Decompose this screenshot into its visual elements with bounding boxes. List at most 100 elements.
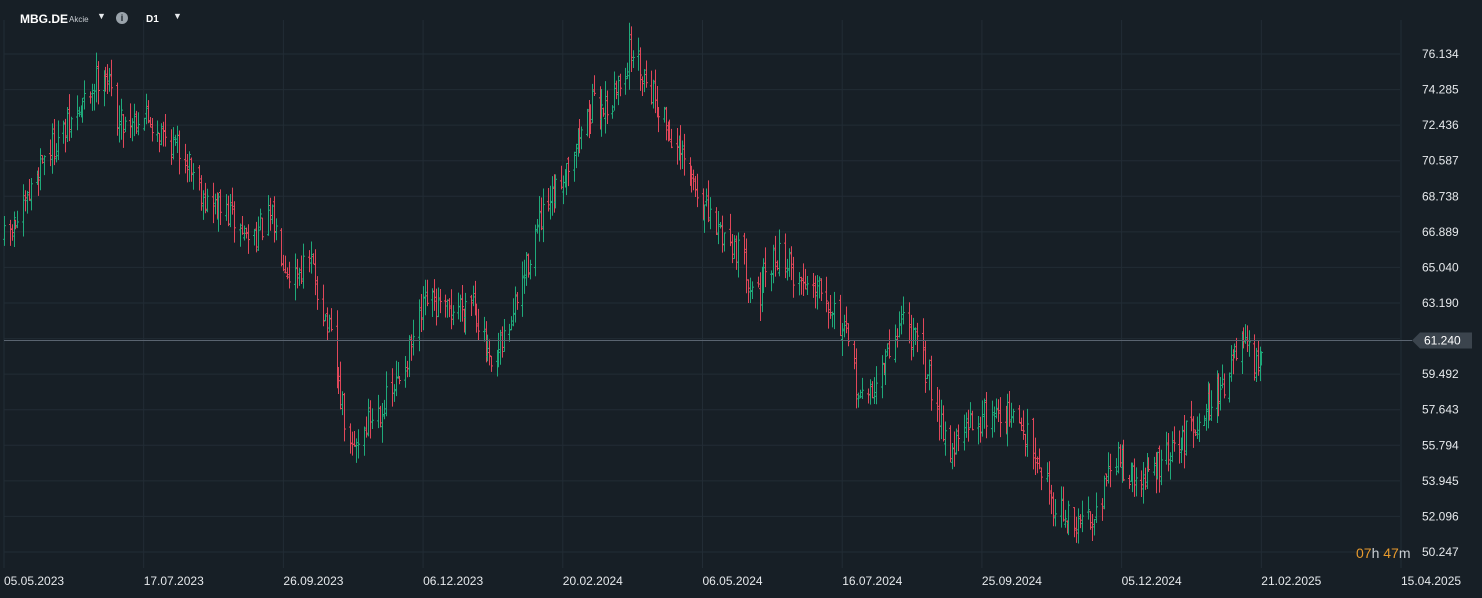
ohlc-bar: [420, 294, 423, 332]
ohlc-bar: [912, 317, 915, 357]
ohlc-bar: [859, 389, 862, 399]
ohlc-bar: [1091, 513, 1094, 542]
ohlc-bar: [717, 211, 720, 245]
ohlc-bar: [448, 298, 451, 318]
symbol-label[interactable]: MBG.DE: [20, 12, 68, 26]
ohlc-bar: [381, 403, 384, 443]
price-tick-label: 63.190: [1422, 296, 1459, 310]
price-axis: 76.134 74.285 72.436 70.587 68.738 66.889 65.0…: [1412, 47, 1472, 559]
ohlc-bar: [534, 224, 537, 277]
ohlc-bar: [833, 291, 836, 330]
ohlc-bar: [886, 343, 889, 357]
ohlc-bar: [1171, 431, 1174, 463]
ohlc-bar: [188, 151, 191, 182]
timeframe-dropdown-icon[interactable]: ▼: [173, 11, 182, 21]
ohlc-bar: [538, 196, 541, 242]
ohlc-bar: [1034, 437, 1037, 476]
ohlc-bar: [778, 229, 781, 277]
ohlc-bar: [871, 381, 874, 399]
ohlc-bar: [788, 248, 791, 277]
ohlc-bar: [472, 285, 475, 307]
ohlc-bar: [424, 279, 427, 316]
ohlc-bar: [186, 153, 189, 183]
ohlc-bar: [861, 377, 864, 399]
ohlc-bar: [353, 431, 356, 447]
ohlc-bar: [461, 284, 464, 322]
ohlc-bar: [437, 287, 440, 318]
ohlc-bar: [1205, 403, 1208, 431]
ohlc-bar: [575, 143, 578, 169]
ohlc-bar: [600, 88, 603, 137]
price-tick-label: 53.945: [1422, 474, 1459, 488]
ohlc-bar: [969, 402, 972, 429]
ohlc-bar: [908, 302, 911, 344]
ohlc-bar: [316, 276, 319, 310]
ohlc-bar: [410, 334, 413, 361]
ohlc-bar: [227, 195, 230, 227]
ohlc-bar: [971, 410, 974, 431]
ohlc-bar: [580, 126, 583, 150]
ohlc-bar: [1010, 402, 1013, 428]
ohlc-bar: [679, 125, 682, 170]
ohlc-bar: [547, 188, 550, 212]
ohlc-bar: [843, 314, 846, 338]
symbol-dropdown-icon[interactable]: ▼: [97, 11, 106, 21]
ohlc-bar: [300, 255, 303, 284]
ohlc-bar: [174, 134, 177, 146]
ohlc-bar: [62, 120, 65, 144]
ohlc-bar: [894, 324, 897, 363]
ohlc-bar: [641, 76, 644, 96]
ohlc-bar: [536, 218, 539, 234]
ohlc-bar: [690, 165, 693, 193]
ohlc-bar: [606, 90, 609, 124]
chart-grid: [3, 20, 1402, 568]
ohlc-bar: [995, 398, 998, 419]
ohlc-bar: [1183, 415, 1186, 469]
ohlc-bar: [1156, 451, 1159, 480]
ohlc-bar: [288, 261, 291, 289]
ohlc-bar: [1233, 343, 1236, 359]
price-tick-label: 59.492: [1422, 367, 1459, 381]
ohlc-bar: [619, 73, 622, 97]
ohlc-bar: [184, 143, 187, 174]
ohlc-bar: [206, 188, 209, 213]
ohlc-bar: [324, 313, 327, 322]
ohlc-bar: [1190, 400, 1193, 432]
ohlc-bar: [1140, 470, 1143, 498]
ohlc-bar: [1054, 498, 1057, 527]
ohlc-bar: [853, 340, 856, 370]
ohlc-bar: [1217, 373, 1220, 417]
ohlc-bar: [845, 306, 848, 334]
ohlc-bar: [1160, 449, 1163, 486]
ohlc-bar: [202, 190, 205, 220]
ohlc-bar: [737, 232, 740, 278]
ohlc-bar: [967, 409, 970, 442]
ohlc-bar: [963, 414, 966, 451]
ohlc-bar: [1221, 364, 1224, 389]
ohlc-bar: [408, 335, 411, 378]
ohlc-bar: [523, 259, 526, 294]
ohlc-bar: [110, 59, 113, 97]
ohlc-bar: [1178, 430, 1181, 464]
ohlc-bar: [637, 37, 640, 71]
timeframe-selector[interactable]: D1: [146, 14, 159, 25]
ohlc-bar: [371, 408, 374, 430]
ohlc-bar: [470, 294, 473, 316]
ohlc-bar: [896, 328, 899, 348]
ohlc-bar: [798, 272, 801, 296]
ohlc-bar: [308, 250, 311, 273]
ohlc-bar: [66, 107, 69, 143]
ohlc-bar: [395, 360, 398, 397]
ohlc-bar: [993, 406, 996, 433]
ohlc-bar: [439, 288, 442, 314]
ohlc-bar: [1235, 337, 1238, 361]
ohlc-bar: [632, 50, 635, 68]
ohlc-bar: [367, 398, 370, 437]
ohlc-bar: [965, 412, 968, 438]
ohlc-bar: [729, 213, 732, 247]
info-icon[interactable]: i: [116, 12, 128, 24]
ohlc-bar: [486, 334, 489, 362]
ohlc-bar: [490, 355, 493, 372]
ohlc-bar: [200, 175, 203, 211]
